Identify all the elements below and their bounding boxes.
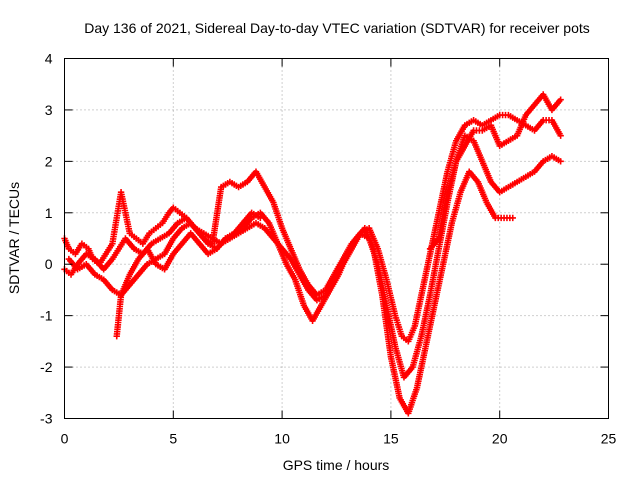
- y-tick-label: 0: [45, 256, 53, 272]
- series-track-2: [61, 132, 564, 381]
- x-tick-label: 5: [169, 431, 177, 447]
- data-point: [509, 214, 516, 222]
- data-point: [557, 96, 564, 103]
- y-tick-label: -2: [40, 359, 53, 375]
- series-track-5: [426, 91, 564, 252]
- x-tick-label: 15: [383, 431, 399, 447]
- y-tick-label: 3: [45, 102, 53, 118]
- series-track-4: [113, 209, 264, 340]
- series-track-3: [65, 168, 516, 417]
- x-tick-label: 0: [61, 431, 69, 447]
- data-marks: [61, 91, 564, 417]
- y-tick-label: -3: [40, 411, 53, 427]
- y-tick-label: 4: [45, 51, 53, 67]
- data-point: [257, 214, 264, 222]
- x-axis-label: GPS time / hours: [283, 457, 390, 473]
- x-tick-label: 10: [274, 431, 290, 447]
- grid-lines: [64, 58, 609, 419]
- axis-ticks: 0 5 10 15 20 25 -3 -2 -1 0 1 2 3 4: [40, 51, 616, 447]
- series-track-1: [61, 111, 564, 345]
- data-point: [557, 158, 564, 165]
- y-tick-label: -1: [40, 308, 53, 324]
- y-tick-label: 2: [45, 153, 53, 169]
- y-axis-label: SDTVAR / TECUs: [6, 182, 22, 294]
- x-tick-label: 25: [601, 431, 617, 447]
- plot-frame: [64, 58, 609, 419]
- y-tick-label: 1: [45, 205, 53, 221]
- data-point: [557, 132, 564, 139]
- x-tick-label: 20: [492, 431, 508, 447]
- chart-title: Day 136 of 2021, Sidereal Day-to-day VTE…: [84, 20, 590, 36]
